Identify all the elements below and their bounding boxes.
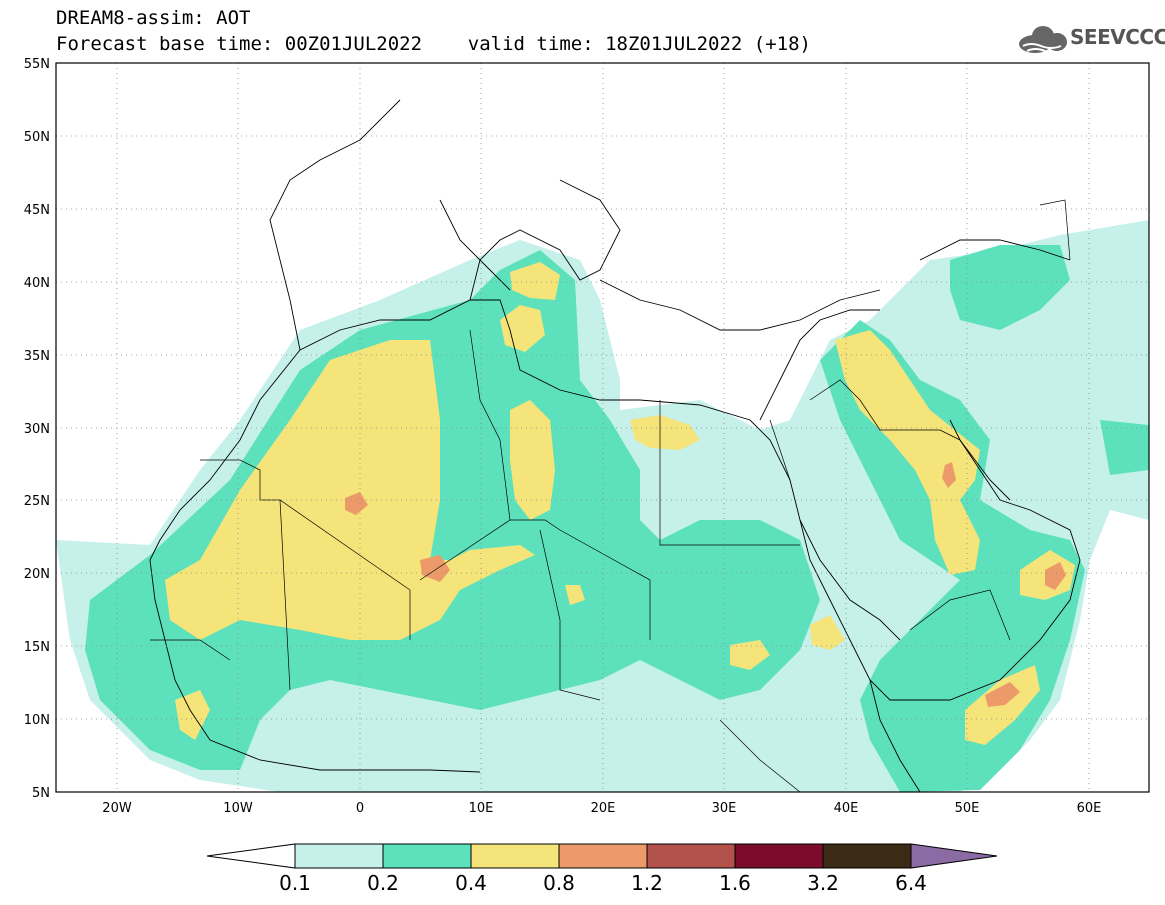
lon-label: 60E [1077, 801, 1102, 816]
cloud-icon [1019, 26, 1067, 54]
lon-label: 0 [356, 801, 364, 816]
lat-label: 55N [24, 57, 50, 72]
colorbar-label: 6.4 [895, 871, 927, 895]
colorbar-label: 0.2 [367, 871, 399, 895]
lon-label: 20W [102, 801, 132, 816]
colorbar-swatch [646, 843, 736, 869]
lat-label: 20N [24, 567, 50, 582]
colorbar-swatch [822, 843, 912, 869]
lon-label: 10W [223, 801, 253, 816]
lat-label: 35N [24, 349, 50, 364]
colorbar-label: 0.1 [279, 871, 311, 895]
lat-label: 30N [24, 422, 50, 437]
lat-label: 15N [24, 640, 50, 655]
aot-level-0.8 [345, 462, 1066, 707]
colorbar-swatch [382, 843, 472, 869]
map-title: DREAM8-assim: AOT [56, 7, 251, 29]
lat-label: 25N [24, 494, 50, 509]
colorbar-swatch [294, 843, 384, 869]
country-borders [150, 199, 1071, 792]
forecast-time-subtitle: Forecast base time: 00Z01JUL2022 valid t… [56, 33, 811, 55]
seevccc-logo-text: SEEVCCC [1070, 25, 1165, 49]
colorbar-label: 1.2 [631, 871, 663, 895]
lat-lon-grid [56, 63, 1149, 792]
lon-label: 40E [834, 801, 859, 816]
lon-label: 30E [712, 801, 737, 816]
map-frame [55, 62, 1150, 793]
colorbar-swatch [558, 843, 648, 869]
lat-label: 10N [24, 713, 50, 728]
colorbar-swatch [734, 843, 824, 869]
coastlines [149, 99, 1081, 792]
lon-label: 20E [591, 801, 616, 816]
colorbar-over-arrow [910, 843, 998, 869]
colorbar-swatch [470, 843, 560, 869]
colorbar-under-arrow [206, 843, 296, 869]
colorbar-label: 3.2 [807, 871, 839, 895]
longitude-labels: 20W 10W 0 10E 20E 30E 40E 50E 60E [102, 801, 1101, 816]
lon-label: 10E [469, 801, 494, 816]
lat-label: 45N [24, 203, 50, 218]
lat-label: 50N [24, 130, 50, 145]
colorbar-label: 0.8 [543, 871, 575, 895]
lat-label: 40N [24, 276, 50, 291]
colorbar-label: 1.6 [719, 871, 751, 895]
lat-label: 5N [32, 786, 50, 801]
lon-label: 50E [955, 801, 980, 816]
latitude-labels: 55N 50N 45N 40N 35N 30N 25N 20N 15N 10N … [24, 57, 50, 801]
colorbar-label: 0.4 [455, 871, 487, 895]
